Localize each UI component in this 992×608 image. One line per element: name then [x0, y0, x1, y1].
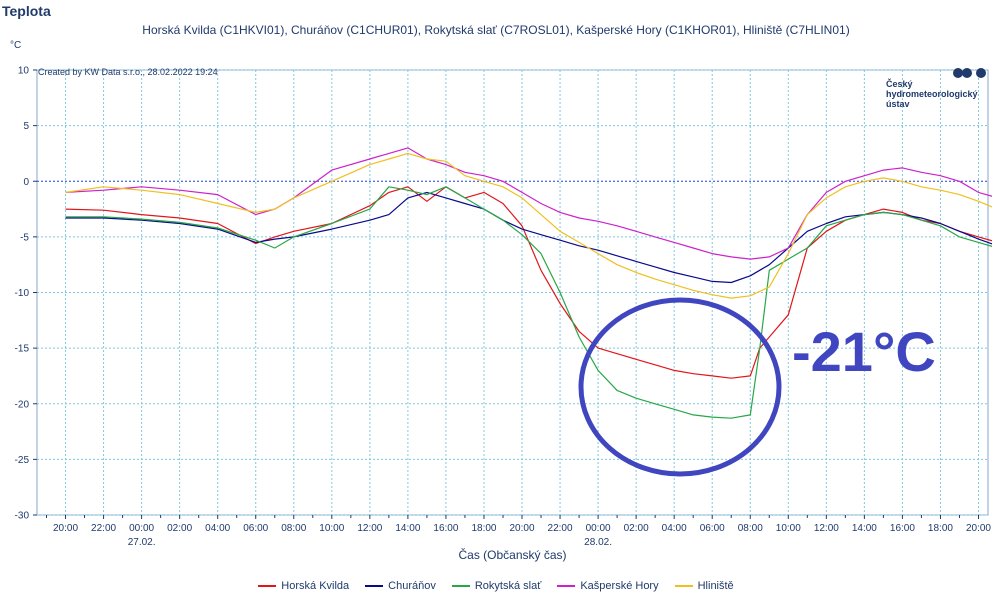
x-tick-label: 22:00 — [548, 523, 573, 534]
y-axis: 10 5 0 -5 -10 -15 -20 -25 -30 °C — [10, 40, 37, 522]
series-line-rokytska-slat — [65, 186, 992, 419]
x-tick-label: 18:00 — [928, 523, 953, 534]
x-tick-label: 06:00 — [700, 523, 725, 534]
logo-dot-3 — [976, 68, 986, 78]
x-tick-label: 06:00 — [243, 523, 268, 534]
x-tick-label: 12:00 — [357, 523, 382, 534]
legend-label: Kašperské Hory — [580, 580, 659, 592]
chart-title: Teplota — [2, 3, 51, 19]
legend-item: Churáňov — [365, 580, 436, 592]
series-line-kasperske-hory — [65, 147, 992, 260]
x-tick-label: 02:00 — [624, 523, 649, 534]
y-tick-label: 0 — [23, 177, 29, 188]
x-tick-label: 00:00 — [129, 523, 154, 534]
x-tick-label: 20:00 — [509, 523, 534, 534]
x-tick-label: 12:00 — [814, 523, 839, 534]
x-tick-label: 14:00 — [395, 523, 420, 534]
x-tick-label: 04:00 — [662, 523, 687, 534]
x-tick-label: 22:00 — [91, 523, 116, 534]
chart-subtitle: Horská Kvilda (C1HKVI01), Churáňov (C1CH… — [142, 23, 850, 37]
x-axis-label: Čas (Občanský čas) — [458, 547, 566, 562]
legend-label: Hliniště — [697, 580, 734, 592]
x-tick-label: 00:00 — [586, 523, 611, 534]
x-tick-label: 18:00 — [471, 523, 496, 534]
x-axis: 20:00 22:00 00:00 02:00 04:00 06:00 08:00 10:00… — [46, 515, 991, 562]
y-tick-label: -15 — [15, 344, 30, 355]
y-tick-label: -25 — [15, 455, 30, 466]
y-tick-label: -20 — [15, 399, 30, 410]
logo-dot-1 — [953, 68, 963, 78]
x-tick-label: 10:00 — [776, 523, 801, 534]
x-tick-label: 16:00 — [890, 523, 915, 534]
x-tick-label: 02:00 — [167, 523, 192, 534]
x-tick-label: 16:00 — [433, 523, 458, 534]
chart-grid — [36, 69, 989, 516]
series-line-churanov — [65, 191, 992, 284]
x-date-label: 28.02. — [584, 537, 612, 548]
legend-item: Rokytská slať — [451, 580, 542, 592]
legend-swatch — [451, 585, 470, 588]
legend-swatch — [557, 585, 576, 588]
credit-text: Created by KW Data s.r.o., 28.02.2022 19… — [38, 67, 218, 77]
chart-series — [65, 147, 992, 419]
annotation: -21°C — [578, 297, 936, 477]
legend-item: Hliniště — [674, 580, 734, 592]
y-tick-label: 10 — [18, 66, 30, 77]
legend-swatch — [674, 585, 693, 588]
x-tick-label: 08:00 — [738, 523, 763, 534]
temperature-chart: 10 5 0 -5 -10 -15 -20 -25 -30 °C 20:00 22:00 00:00 0… — [10, 40, 992, 562]
series-line-horska-kvilda — [65, 186, 992, 379]
annotation-text: -21°C — [792, 320, 936, 383]
y-tick-label: -10 — [15, 288, 30, 299]
legend-swatch — [258, 585, 277, 588]
chart-legend: Horská Kvilda Churáňov Rokytská slať Kašper… — [0, 580, 992, 592]
x-date-label: 27.02. — [128, 537, 156, 548]
logo-line-3: ústav — [886, 99, 910, 109]
legend-label: Churáňov — [388, 580, 436, 592]
x-tick-label: 14:00 — [852, 523, 877, 534]
y-tick-label: -5 — [20, 232, 29, 243]
x-tick-label: 20:00 — [53, 523, 78, 534]
legend-item: Kašperské Hory — [557, 580, 659, 592]
y-tick-label: -30 — [15, 511, 30, 522]
series-line-hliniste — [65, 152, 992, 299]
legend-item: Horská Kvilda — [258, 580, 349, 592]
legend-swatch — [365, 585, 384, 588]
logo-line-2: hydrometeorologický — [886, 89, 978, 99]
legend-label: Horská Kvilda — [281, 580, 350, 592]
y-tick-label: 5 — [23, 121, 29, 132]
logo-line-1: Český — [886, 78, 913, 89]
x-tick-label: 10:00 — [319, 523, 344, 534]
x-tick-label: 20:00 — [966, 523, 991, 534]
x-tick-label: 08:00 — [281, 523, 306, 534]
legend-label: Rokytská slať — [474, 580, 542, 592]
logo-dot-2 — [962, 68, 972, 78]
y-axis-label: °C — [10, 40, 21, 51]
annotation-ellipse — [578, 297, 782, 477]
x-tick-label: 04:00 — [205, 523, 230, 534]
chmi-logo: Český hydrometeorologický ústav — [886, 68, 986, 109]
